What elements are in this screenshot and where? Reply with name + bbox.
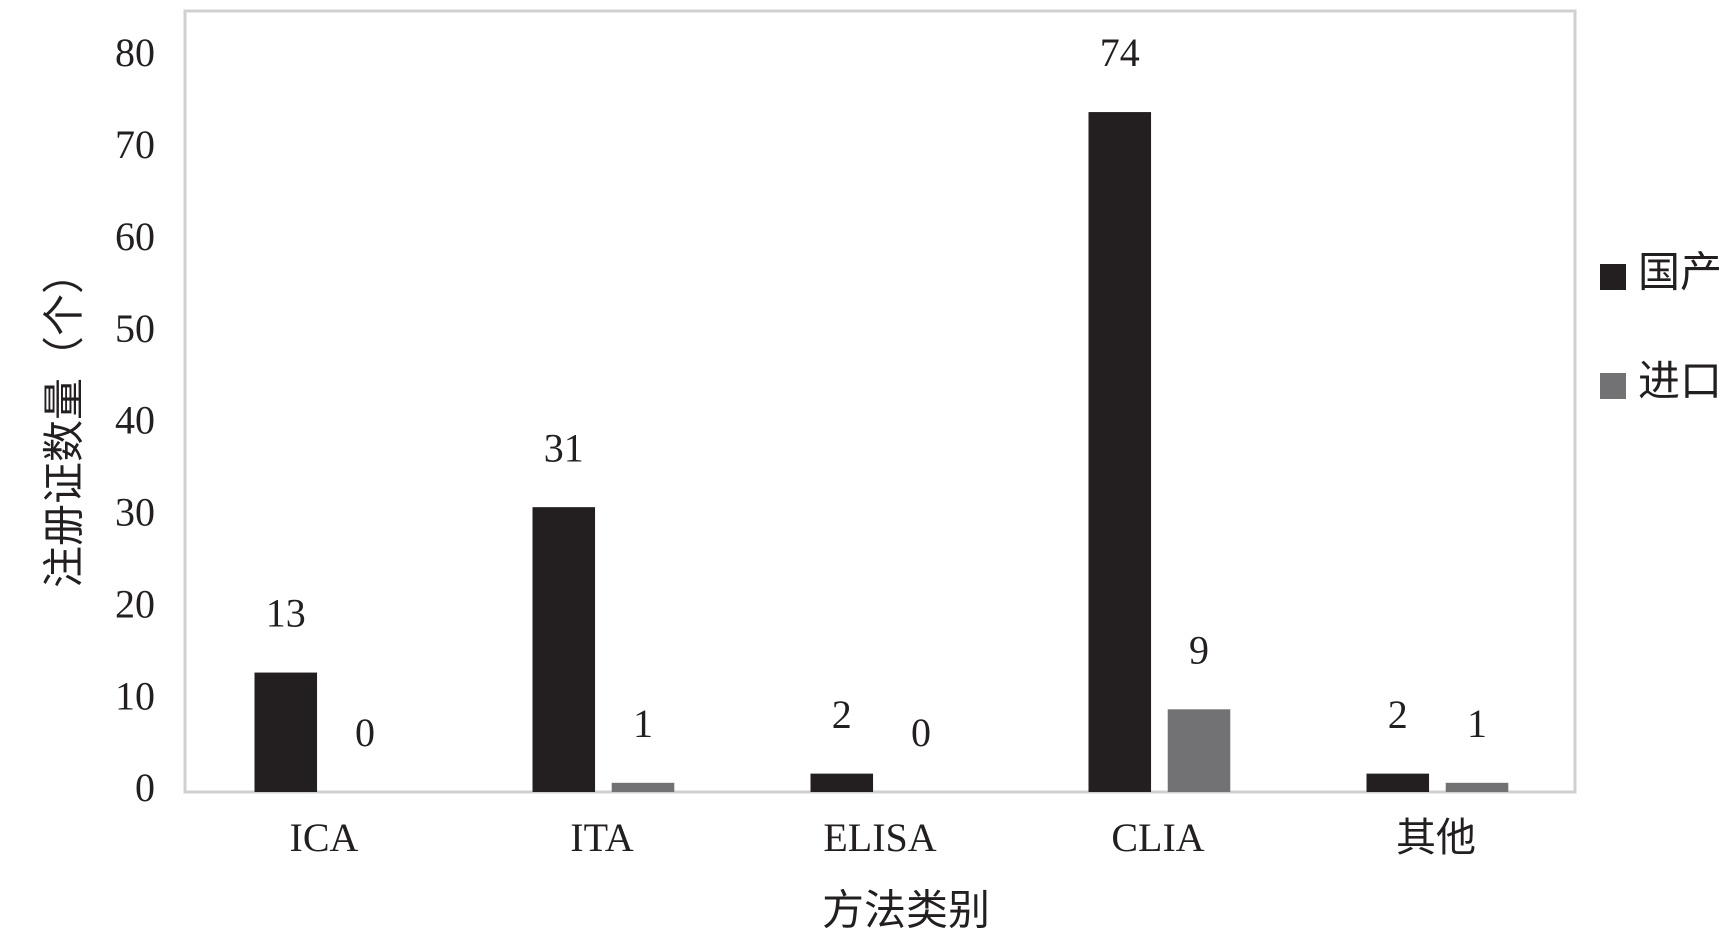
- bar: [532, 507, 596, 792]
- data-label: 31: [544, 425, 584, 470]
- y-tick-label: 80: [115, 30, 155, 75]
- bar: [611, 782, 675, 792]
- bar: [810, 773, 874, 792]
- legend-label: 国产: [1638, 251, 1722, 297]
- y-tick-label: 70: [115, 122, 155, 167]
- bar: [1445, 782, 1509, 792]
- y-tick-label: 10: [115, 673, 155, 718]
- data-label: 0: [355, 710, 375, 755]
- y-tick-label: 0: [135, 765, 155, 810]
- data-label: 74: [1100, 30, 1140, 75]
- legend-swatch: [1600, 264, 1626, 290]
- bar: [1088, 112, 1152, 793]
- x-tick-label: 其他: [1396, 815, 1476, 860]
- bar: [1366, 773, 1430, 792]
- data-label: 1: [1467, 701, 1487, 746]
- y-tick-label: 50: [115, 306, 155, 351]
- x-tick-label: ICA: [290, 815, 359, 860]
- x-tick-label: ELISA: [823, 815, 936, 860]
- y-tick-label: 40: [115, 398, 155, 443]
- data-label: 2: [832, 692, 852, 737]
- x-axis-title: 方法类别: [822, 889, 990, 935]
- y-axis-title: 注册证数量（个）: [42, 252, 89, 588]
- data-label: 13: [266, 591, 306, 636]
- bar: [1167, 709, 1231, 792]
- legend-swatch: [1600, 373, 1626, 399]
- y-tick-label: 60: [115, 214, 155, 259]
- data-label: 1: [633, 701, 653, 746]
- data-label: 0: [911, 710, 931, 755]
- data-label: 2: [1388, 692, 1408, 737]
- bar: [254, 672, 318, 792]
- y-tick-label: 30: [115, 490, 155, 535]
- y-tick-label: 20: [115, 581, 155, 626]
- legend-label: 进口: [1638, 360, 1722, 406]
- plot-frame: [183, 9, 1577, 794]
- x-tick-label: CLIA: [1111, 815, 1204, 860]
- data-label: 9: [1189, 627, 1209, 672]
- x-tick-label: ITA: [570, 815, 634, 860]
